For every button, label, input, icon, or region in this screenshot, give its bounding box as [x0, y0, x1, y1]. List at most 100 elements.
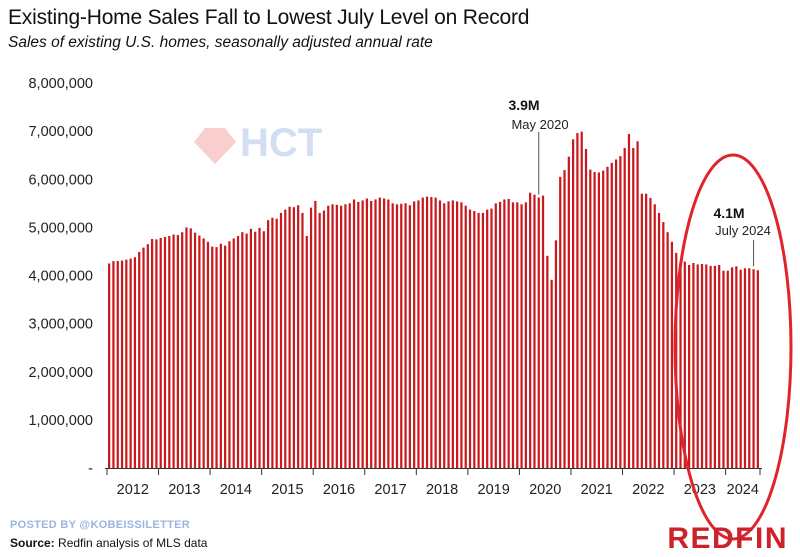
bar: [636, 141, 639, 469]
y-tick-label: 1,000,000: [28, 413, 93, 429]
watermark-text: HCT: [240, 121, 322, 165]
bar: [713, 265, 716, 469]
bar: [374, 199, 377, 468]
source-label: Source:: [10, 536, 55, 550]
bar: [120, 260, 124, 468]
bar: [271, 217, 274, 468]
bar: [688, 264, 691, 468]
bar: [726, 270, 729, 468]
bar: [683, 261, 686, 468]
bar: [640, 193, 643, 468]
highlight-ellipse: [673, 153, 793, 541]
bar: [301, 212, 304, 468]
bar: [657, 212, 661, 468]
bar: [284, 209, 287, 468]
bar: [116, 261, 119, 468]
bar: [756, 270, 759, 468]
bars-group: [108, 131, 759, 469]
bar: [524, 202, 527, 468]
bar: [112, 261, 115, 468]
bar: [425, 196, 429, 468]
bar: [391, 203, 394, 468]
bar: [443, 203, 446, 468]
bar: [507, 198, 510, 469]
bar: [541, 195, 545, 469]
bar: [554, 240, 558, 468]
bar: [670, 241, 674, 468]
bar: [597, 172, 601, 468]
posted-by-credit: POSTED BY @KOBEISSILETTER: [10, 519, 190, 531]
bar: [537, 197, 540, 469]
bar: [520, 204, 523, 468]
bar: [666, 232, 669, 468]
bar: [249, 228, 253, 468]
bar: [288, 206, 291, 468]
bar: [155, 239, 158, 468]
bar: [228, 241, 231, 468]
bar: [649, 198, 652, 468]
bar: [739, 269, 742, 468]
x-tick-label: 2018: [426, 482, 458, 498]
bar: [327, 205, 330, 468]
annotation-value: 3.9M: [508, 97, 539, 113]
bar: [679, 261, 682, 468]
bar: [447, 201, 450, 468]
bar: [185, 227, 188, 469]
y-tick-label: 5,000,000: [28, 220, 93, 236]
bar: [146, 244, 149, 468]
bar: [361, 200, 364, 468]
chart-subtitle: Sales of existing U.S. homes, seasonally…: [8, 34, 433, 51]
x-tick-label: 2023: [684, 482, 716, 498]
y-tick-label: 8,000,000: [28, 76, 93, 92]
bar: [340, 205, 343, 468]
bar: [481, 212, 485, 468]
bar: [150, 238, 154, 468]
bar: [352, 199, 356, 468]
bar: [576, 133, 579, 469]
bar: [490, 208, 493, 469]
bar: [400, 203, 403, 469]
bar: [224, 245, 227, 468]
bar: [645, 193, 648, 468]
bar: [163, 237, 167, 468]
bar: [395, 204, 399, 468]
bar: [211, 246, 214, 468]
bar: [322, 210, 326, 468]
y-tick-label: 7,000,000: [28, 124, 93, 140]
bar: [387, 199, 390, 468]
bar: [722, 270, 725, 468]
bar: [434, 197, 437, 469]
redfin-logo: REDFIN: [667, 522, 788, 555]
bar: [743, 268, 747, 468]
annotation-value: 4.1M: [713, 205, 744, 221]
bar: [344, 204, 347, 468]
bar: [275, 218, 278, 468]
bar: [297, 205, 300, 469]
bar: [232, 238, 235, 468]
bar: [456, 201, 459, 468]
bar: [559, 176, 562, 468]
bar: [748, 268, 751, 468]
x-tick-label: 2019: [478, 482, 510, 498]
bar: [696, 264, 699, 468]
x-tick-label: 2016: [323, 482, 355, 498]
bar: [176, 235, 179, 468]
bar: [254, 231, 257, 468]
bar: [460, 202, 463, 468]
bar: [413, 201, 416, 468]
bar: [718, 264, 721, 468]
bar: [262, 231, 265, 468]
chart-title: Existing-Home Sales Fall to Lowest July …: [8, 6, 530, 29]
bar: [129, 258, 132, 468]
x-tick-label: 2014: [220, 482, 252, 498]
bar: [533, 194, 536, 468]
bar: [142, 247, 145, 468]
bar: [181, 232, 184, 468]
bar: [236, 236, 240, 468]
bar: [305, 236, 308, 468]
annotation-label: July 2024: [715, 223, 771, 238]
bar: [567, 156, 570, 468]
bar: [692, 262, 695, 468]
bar: [159, 237, 162, 468]
bar: [382, 198, 386, 468]
